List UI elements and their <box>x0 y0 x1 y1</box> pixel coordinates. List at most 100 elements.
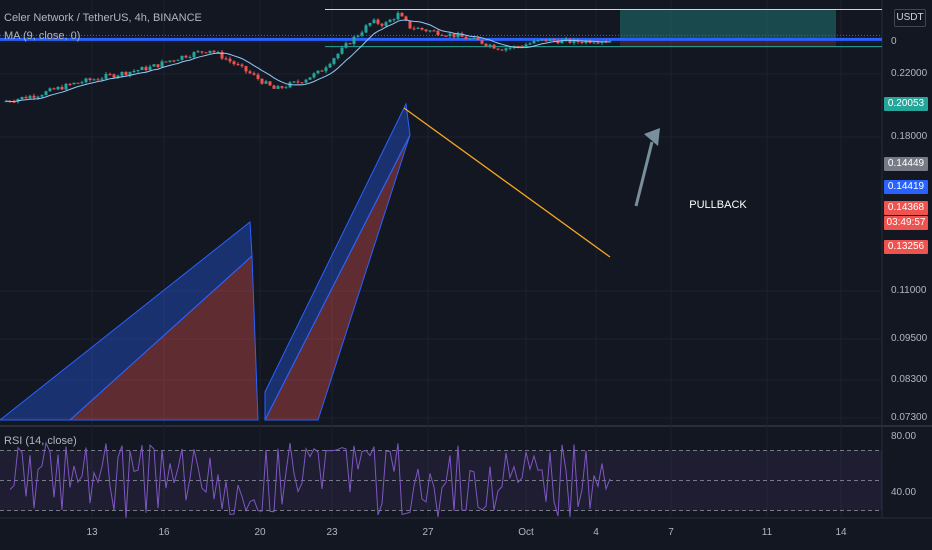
price-tag-blue: 0.14419 <box>884 180 928 194</box>
candle-body <box>320 70 324 72</box>
candle-body <box>88 78 92 81</box>
symbol-legend[interactable]: Celer Network / TetherUS, 4h, BINANCE <box>4 12 202 24</box>
candle-body <box>348 43 352 45</box>
candle-body <box>68 83 72 85</box>
candle-body <box>52 88 56 90</box>
candle-body <box>152 64 156 67</box>
price-tick: 0.07300 <box>891 412 928 423</box>
candle-body <box>132 70 136 72</box>
candle-body <box>136 70 140 72</box>
candle-body <box>316 70 320 74</box>
descending-trendline <box>403 107 611 258</box>
currency-button[interactable]: USDT <box>894 9 926 27</box>
candle-body <box>112 74 116 78</box>
candle-body <box>544 39 548 42</box>
channel-red-1 <box>68 254 259 421</box>
candle-body <box>120 71 124 76</box>
candle-body <box>336 53 340 59</box>
candle-body <box>156 64 160 67</box>
x-tick: 11 <box>761 527 773 538</box>
x-tick: 27 <box>422 527 434 538</box>
x-tick: 20 <box>254 527 266 538</box>
candle-body <box>48 88 52 92</box>
candle-body <box>12 101 16 103</box>
target-zone <box>620 9 836 40</box>
candle-body <box>24 96 28 99</box>
x-tick: 13 <box>86 527 98 538</box>
candle-body <box>64 83 68 90</box>
ma-legend[interactable]: MA (9, close, 0) <box>4 30 81 42</box>
candle-body <box>556 40 560 44</box>
candle-body <box>108 74 112 76</box>
price-tick: 0.11000 <box>891 285 927 296</box>
candle-body <box>580 41 584 43</box>
candle-body <box>460 33 464 37</box>
candle-body <box>296 81 300 83</box>
candle-body <box>540 39 544 41</box>
candle-body <box>472 37 476 39</box>
x-tick: 14 <box>835 527 847 538</box>
candle-body <box>160 61 164 67</box>
candle-body <box>548 38 552 42</box>
candle-body <box>212 50 216 53</box>
candle-body <box>104 74 108 79</box>
candle-body <box>424 29 428 32</box>
candle-body <box>592 42 596 44</box>
candle-body <box>596 42 600 44</box>
candle-body <box>76 82 80 84</box>
candle-body <box>480 40 484 44</box>
candle-body <box>256 74 260 79</box>
candle-body <box>380 23 384 26</box>
candle-body <box>292 81 296 83</box>
candle-body <box>476 37 480 41</box>
countdown-tag: 03:49:57 <box>884 216 928 230</box>
candle-body <box>56 86 60 90</box>
candle-body <box>220 51 224 59</box>
candle-body <box>372 19 376 23</box>
candle-body <box>100 78 104 80</box>
candle-body <box>236 64 240 66</box>
candle-body <box>140 66 144 71</box>
candle-body <box>368 22 372 26</box>
candle-body <box>224 58 228 60</box>
candle-body <box>248 71 252 74</box>
candle-body <box>376 19 380 24</box>
rsi-legend[interactable]: RSI (14, close) <box>4 435 77 447</box>
candle-body <box>260 78 264 84</box>
candle-body <box>388 19 392 23</box>
candle-body <box>504 48 508 51</box>
candle-body <box>584 40 588 43</box>
price-tag-lower: 0.13256 <box>884 240 928 254</box>
price-scale-bg <box>882 0 932 550</box>
candle-body <box>232 61 236 65</box>
candle-body <box>264 81 268 84</box>
candle-body <box>420 27 424 30</box>
candle-body <box>328 63 332 68</box>
x-tick: 16 <box>158 527 170 538</box>
candle-body <box>564 38 568 40</box>
candle-body <box>20 96 24 100</box>
candle-body <box>392 19 396 21</box>
candle-body <box>404 16 408 21</box>
candle-body <box>340 47 344 54</box>
candle-body <box>364 25 368 33</box>
candle-body <box>204 52 208 54</box>
candle-body <box>32 95 36 98</box>
candle-body <box>572 39 576 43</box>
candle-body <box>440 35 444 37</box>
candle-body <box>464 36 468 40</box>
x-tick: 23 <box>326 527 338 538</box>
candle-body <box>488 44 492 47</box>
candle-body <box>352 36 356 44</box>
candle-body <box>324 67 328 72</box>
candle-body <box>164 61 168 63</box>
candle-body <box>500 49 504 51</box>
rsi-line <box>9 441 611 518</box>
candle-body <box>176 59 180 61</box>
candle-body <box>304 79 308 83</box>
candle-body <box>436 30 440 36</box>
candle-body <box>356 35 360 37</box>
candle-body <box>532 40 536 44</box>
